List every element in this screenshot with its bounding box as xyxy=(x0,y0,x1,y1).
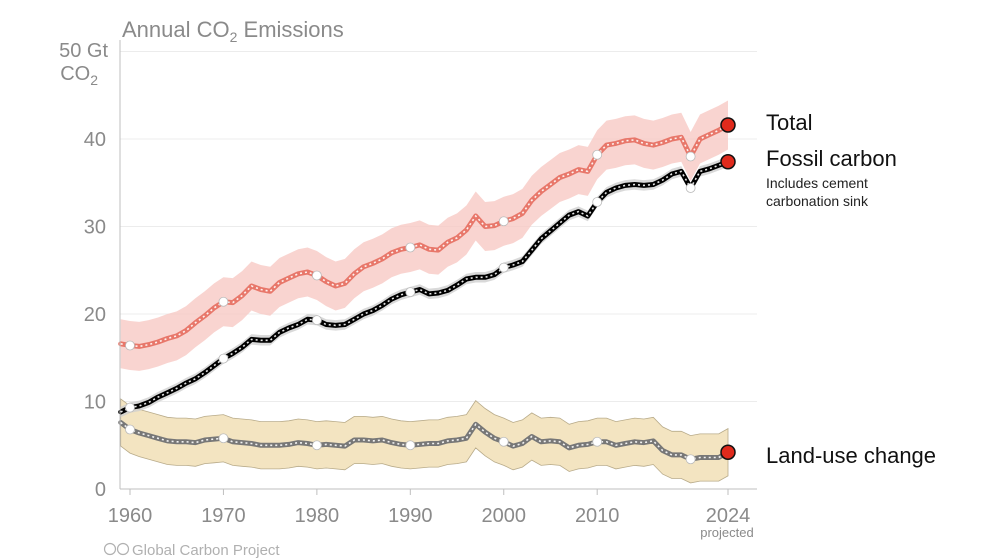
total-endpoint xyxy=(720,117,736,133)
x-tick-label: 2000 xyxy=(482,505,527,527)
fossil-sublabel-line1: Includes cement xyxy=(766,175,868,191)
fossil-carbon-marker xyxy=(218,353,229,364)
land-use-change-marker xyxy=(498,436,509,447)
fossil-carbon-endpoint xyxy=(720,154,736,170)
total-line-dots xyxy=(120,124,729,348)
land-use-change-uncertainty-band xyxy=(120,398,729,484)
creative-commons-icon xyxy=(103,542,130,556)
fossil-carbon-marker xyxy=(685,183,696,193)
y-tick-label: 20 xyxy=(84,304,106,326)
fossil-carbon-marker xyxy=(592,197,603,207)
y-unit-line2: CO2 xyxy=(60,63,98,88)
land-use-change-marker xyxy=(592,436,603,447)
x-tick-label: 1960 xyxy=(108,505,153,527)
land-use-change-marker xyxy=(311,440,322,451)
y-tick-label: 0 xyxy=(95,479,106,501)
x-tick-label: 1970 xyxy=(201,505,246,527)
total-marker xyxy=(311,270,322,281)
land-use-change-marker xyxy=(405,440,416,451)
x-tick-label: 2024 xyxy=(706,505,751,527)
total-marker xyxy=(685,151,696,162)
y-tick-label: 10 xyxy=(84,392,106,414)
total-marker xyxy=(592,149,603,160)
y-unit-line1: 50 Gt xyxy=(59,40,108,62)
credit-text: Global Carbon Project xyxy=(132,542,280,558)
projected-note: projected xyxy=(700,525,753,540)
label-land-use-change: Land-use change xyxy=(766,443,936,468)
chart-title: Annual CO2 Emissions xyxy=(122,17,344,45)
label-total: Total xyxy=(766,110,812,135)
fossil-carbon-marker xyxy=(405,287,416,298)
total-marker xyxy=(498,216,509,227)
land-use-change-marker xyxy=(125,424,135,435)
fossil-sublabel-line2: carbonation sink xyxy=(766,193,869,209)
fossil-carbon-marker xyxy=(311,315,322,326)
series-markers xyxy=(125,117,736,465)
fossil-carbon-marker xyxy=(125,402,135,413)
label-fossil-carbon: Fossil carbon xyxy=(766,146,897,171)
land-use-change-marker xyxy=(685,454,696,465)
land-use-change-marker xyxy=(218,433,229,444)
total-marker xyxy=(218,296,229,307)
y-tick-label: 30 xyxy=(84,217,106,239)
x-tick-label: 2010 xyxy=(575,505,620,527)
y-tick-labels: 0 10 20 30 40 xyxy=(84,129,106,501)
fossil-carbon-uncertainty-band xyxy=(120,156,728,418)
land-use-change-endpoint xyxy=(720,444,736,460)
fossil-carbon-marker xyxy=(498,262,509,273)
x-tick-label: 1980 xyxy=(295,505,340,527)
x-tick-labels: 1960 1970 1980 1990 2000 2010 2024 xyxy=(108,489,751,527)
y-tick-label: 40 xyxy=(84,129,106,151)
total-marker xyxy=(405,242,416,253)
total-marker xyxy=(125,340,135,351)
x-tick-label: 1990 xyxy=(388,505,433,527)
